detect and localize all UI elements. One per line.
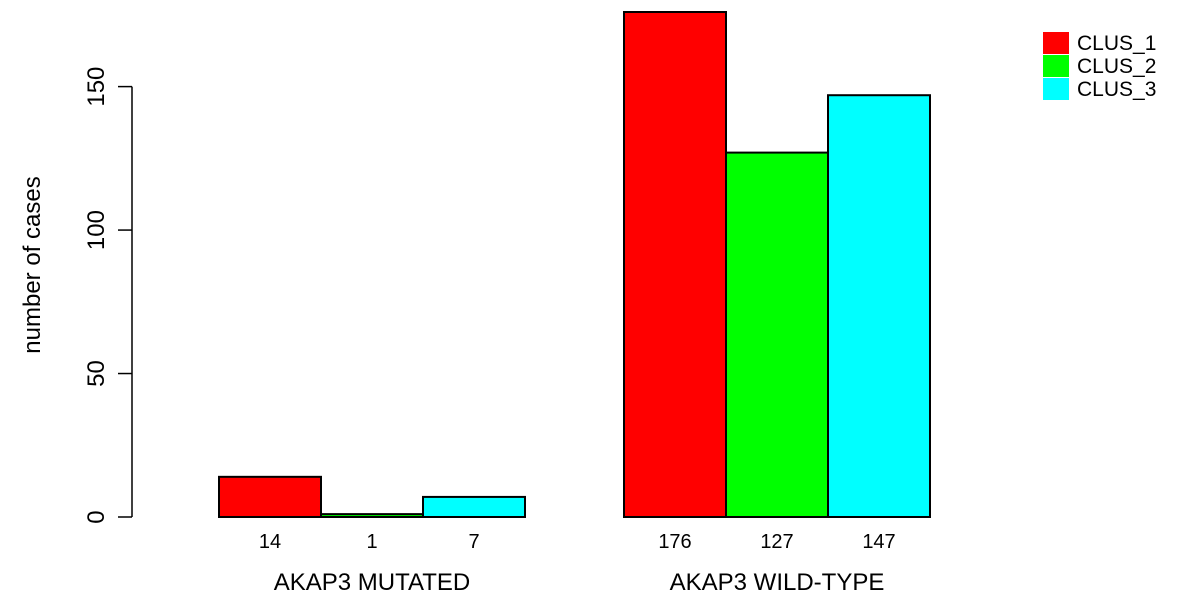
legend-label: CLUS_3	[1077, 78, 1156, 101]
y-tick-label: 150	[83, 67, 110, 107]
y-axis: 0 50 100 150	[83, 67, 133, 524]
bar	[623, 11, 727, 518]
bar	[422, 495, 526, 518]
bar-value-label: 127	[760, 531, 793, 553]
legend-label: CLUS_2	[1077, 55, 1156, 78]
bar-value-label: 14	[259, 531, 281, 553]
bar-value-label: 176	[658, 531, 691, 553]
y-tick-label: 50	[83, 360, 110, 387]
bar-value-label: 147	[862, 531, 895, 553]
bar-value-label: 1	[366, 531, 377, 553]
category-label: AKAP3 WILD-TYPE	[670, 569, 885, 596]
y-axis-label: number of cases	[19, 176, 46, 353]
bar-value-labels: 14 1 7 176 127 147	[259, 531, 896, 553]
category-label: AKAP3 MUTATED	[274, 569, 470, 596]
bar	[827, 94, 931, 518]
legend-label: CLUS_1	[1077, 32, 1156, 55]
legend-swatch	[1043, 55, 1069, 77]
bar	[320, 513, 424, 518]
y-tick-label: 100	[83, 210, 110, 250]
bar	[725, 151, 829, 518]
legend-swatch	[1043, 78, 1069, 100]
y-tick-label: 0	[83, 510, 110, 523]
bar	[218, 475, 322, 519]
bar-value-label: 7	[468, 531, 479, 553]
bars	[218, 11, 931, 519]
legend-swatch	[1043, 32, 1069, 54]
category-labels: AKAP3 MUTATED AKAP3 WILD-TYPE	[274, 569, 885, 596]
